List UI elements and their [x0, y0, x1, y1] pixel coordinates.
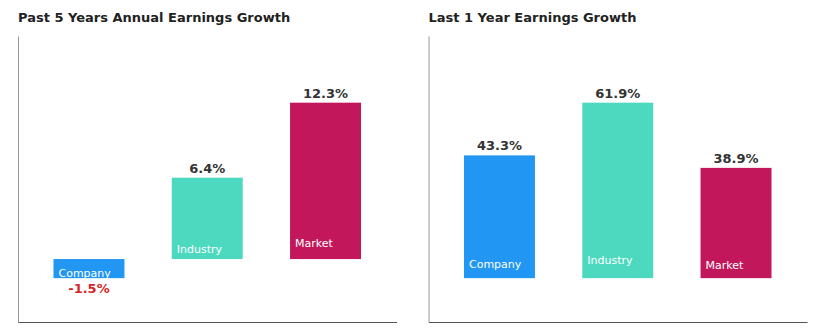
- value-label: -1.5%: [68, 281, 109, 296]
- x-axis-line: [429, 322, 808, 323]
- value-label: 12.3%: [303, 86, 348, 101]
- value-label: 43.3%: [477, 138, 522, 153]
- category-label: Company: [58, 267, 111, 280]
- value-labels: 43.3% 61.9% 38.9%: [477, 86, 759, 166]
- category-label: Market: [706, 259, 744, 272]
- x-axis: [19, 322, 398, 323]
- chart-title: Last 1 Year Earnings Growth: [429, 10, 637, 25]
- x-axis-line: [19, 322, 398, 323]
- value-label: 6.4%: [189, 161, 225, 176]
- category-label: Industry: [587, 254, 633, 267]
- category-labels: Company Industry Market: [469, 254, 744, 272]
- value-label: 38.9%: [713, 151, 758, 166]
- bars: [53, 103, 361, 278]
- y-axis-line: [429, 37, 430, 323]
- category-label: Company: [469, 258, 522, 271]
- chart-title: Past 5 Years Annual Earnings Growth: [18, 10, 290, 25]
- bar: [582, 103, 653, 278]
- panel: -1.5% 6.4% 12.3% Company Industry Market Past …: [18, 10, 397, 323]
- y-axis-line: [18, 37, 19, 323]
- bar: [172, 178, 243, 259]
- category-label: Industry: [177, 243, 223, 256]
- y-axis: [429, 37, 430, 323]
- category-labels: Company Industry Market: [58, 237, 333, 280]
- bar: [464, 155, 535, 278]
- bar: [290, 103, 361, 259]
- value-labels: -1.5% 6.4% 12.3%: [68, 86, 348, 296]
- x-axis: [429, 322, 808, 323]
- category-label: Market: [295, 237, 333, 250]
- bars: [464, 103, 772, 278]
- panel: 43.3% 61.9% 38.9% Company Industry Market Last…: [429, 10, 808, 323]
- chart-canvas: -1.5% 6.4% 12.3% Company Industry Market Past …: [0, 0, 821, 334]
- value-label: 61.9%: [595, 86, 640, 101]
- bar: [701, 168, 772, 278]
- y-axis: [18, 37, 19, 323]
